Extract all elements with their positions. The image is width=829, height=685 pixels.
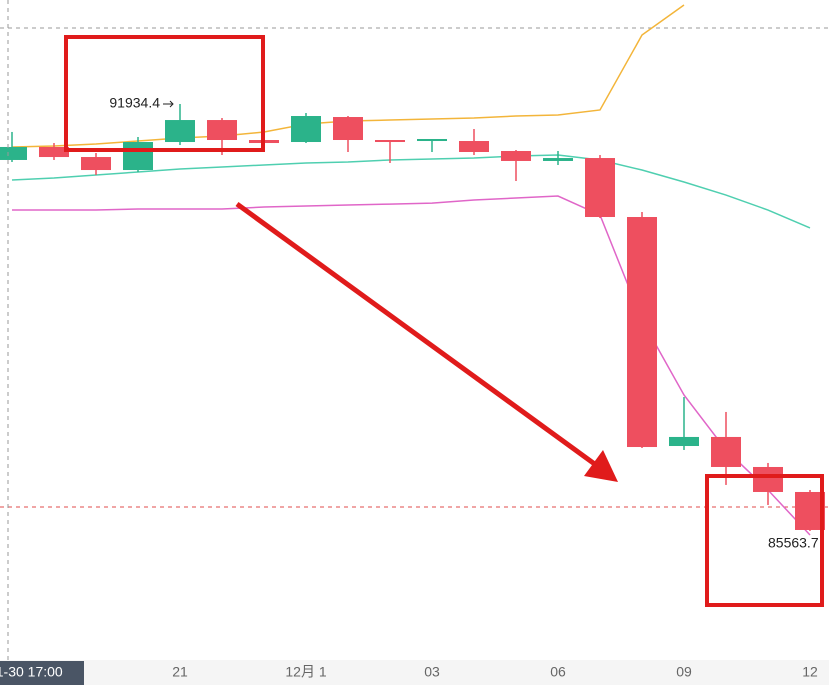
candle-body [81,157,111,171]
candle-body [165,120,195,143]
candle-body [669,436,699,447]
candle-body [123,142,153,171]
candle-body [543,158,573,161]
candle-body [585,158,615,218]
x-tick-label: 12 [802,664,818,680]
highlight-box [705,474,824,607]
crosshair-label: 11-30 17:00 [0,664,63,680]
candle-body [417,138,447,142]
x-axis: 21 12月 1 03 06 09 12 11-30 17:00 [0,660,829,685]
indicator-line [11,154,811,229]
candle-body [501,150,531,161]
plot-area: 91934.4 85563.7 [0,4,829,551]
indicator-line [12,195,811,536]
annotation-layer [64,35,824,607]
candle-body [753,466,783,492]
candle-body [291,116,321,143]
x-tick-label: 06 [550,664,566,680]
x-tick-label: 09 [676,664,692,680]
candle-body [375,140,405,143]
candle-body [711,436,741,467]
highlight-box [64,35,265,152]
candle-body [39,146,69,158]
candle-body [459,141,489,152]
candle-body [0,146,27,160]
x-tick-label: 12月 1 [285,664,326,680]
high-arrow [163,100,174,108]
candle-body [627,217,657,448]
low-label: 85563.7 [768,535,819,551]
arrow-head [584,450,618,482]
candle-body [207,120,237,141]
axis-band [0,660,829,685]
crosshair-label-box [0,661,84,685]
candle-body [333,117,363,141]
x-tick-label: 03 [424,664,440,680]
high-label: 91934.4 [109,95,160,111]
x-tick-label: 21 [172,664,188,680]
arrow-line [235,201,598,468]
